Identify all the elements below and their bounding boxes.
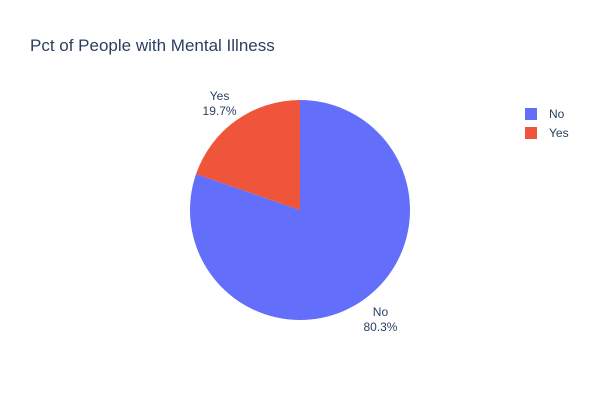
pie-slice-no[interactable] (190, 100, 410, 321)
slice-percent-yes: 19.7% (203, 104, 237, 118)
legend-item-no[interactable]: No (525, 107, 565, 121)
legend-swatch-no (525, 108, 537, 120)
slice-percent-no: 80.3% (363, 320, 397, 334)
slice-label-yes: Yes (210, 89, 230, 103)
legend[interactable]: No Yes (525, 107, 569, 140)
pie-slices (190, 100, 410, 321)
legend-item-yes[interactable]: Yes (525, 126, 569, 140)
legend-label-yes: Yes (549, 126, 569, 140)
legend-label-no: No (549, 107, 565, 121)
pie-slice-yes[interactable] (196, 100, 300, 210)
legend-swatch-yes (525, 127, 537, 139)
slice-label-no: No (373, 305, 389, 319)
chart-title: Pct of People with Mental Illness (30, 36, 275, 55)
